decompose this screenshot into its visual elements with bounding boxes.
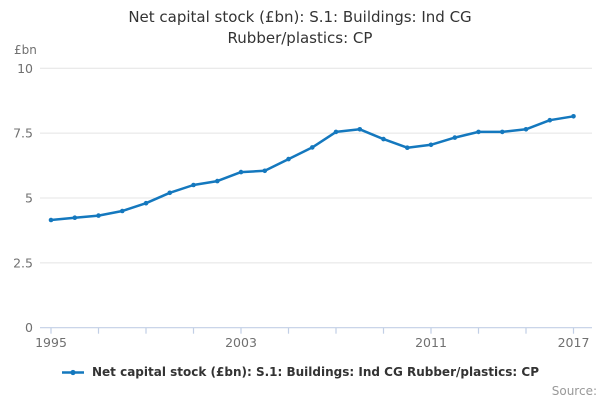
chart-title: Net capital stock (£bn): S.1: Buildings:…: [128, 8, 472, 47]
y-axis-tick-label: 5: [25, 191, 33, 206]
x-axis-tick-label: 1995: [35, 335, 67, 350]
data-point-marker[interactable]: [120, 208, 125, 214]
legend-line-marker: [62, 369, 84, 375]
data-point-marker[interactable]: [523, 127, 529, 132]
y-axis-tick-label: 10: [17, 61, 33, 76]
data-point-marker[interactable]: [238, 169, 244, 175]
x-axis-tick-label: 2017: [558, 335, 590, 350]
x-axis-tick-label: 2003: [225, 335, 257, 350]
data-point-marker[interactable]: [500, 129, 505, 135]
y-axis-unit-label: £bn: [14, 43, 37, 57]
legend[interactable]: Net capital stock (£bn): S.1: Buildings:…: [0, 365, 600, 379]
y-axis-tick-label: 2.5: [13, 255, 33, 270]
data-point-marker[interactable]: [405, 145, 410, 150]
data-point-marker[interactable]: [167, 190, 173, 196]
data-point-marker[interactable]: [476, 129, 481, 135]
data-point-marker[interactable]: [215, 178, 220, 184]
data-point-marker[interactable]: [191, 182, 196, 188]
data-point-marker[interactable]: [72, 215, 78, 220]
data-point-marker[interactable]: [333, 129, 339, 135]
data-point-marker[interactable]: [428, 142, 434, 148]
x-axis-tick-label: 2011: [415, 335, 447, 350]
data-point-marker[interactable]: [143, 200, 149, 206]
data-point-marker[interactable]: [547, 117, 553, 123]
y-axis-tick-label: 7.5: [13, 126, 33, 141]
data-point-marker[interactable]: [357, 127, 363, 132]
data-point-marker[interactable]: [96, 213, 101, 218]
data-point-marker[interactable]: [571, 114, 576, 119]
y-axis-tick-label: 0: [25, 320, 33, 335]
data-line[interactable]: [49, 115, 575, 222]
legend-label: Net capital stock (£bn): S.1: Buildings:…: [92, 365, 539, 379]
data-point-marker[interactable]: [48, 217, 54, 223]
data-point-marker[interactable]: [452, 135, 458, 140]
source-label: Source:: [551, 384, 597, 398]
data-point-marker[interactable]: [381, 136, 386, 142]
data-point-marker[interactable]: [262, 168, 268, 174]
data-point-marker[interactable]: [286, 156, 291, 162]
line-chart-plot[interactable]: 0 2.5 5 7.5 10 1995 2003 2011 2017: [0, 0, 600, 358]
data-point-marker[interactable]: [310, 145, 315, 150]
